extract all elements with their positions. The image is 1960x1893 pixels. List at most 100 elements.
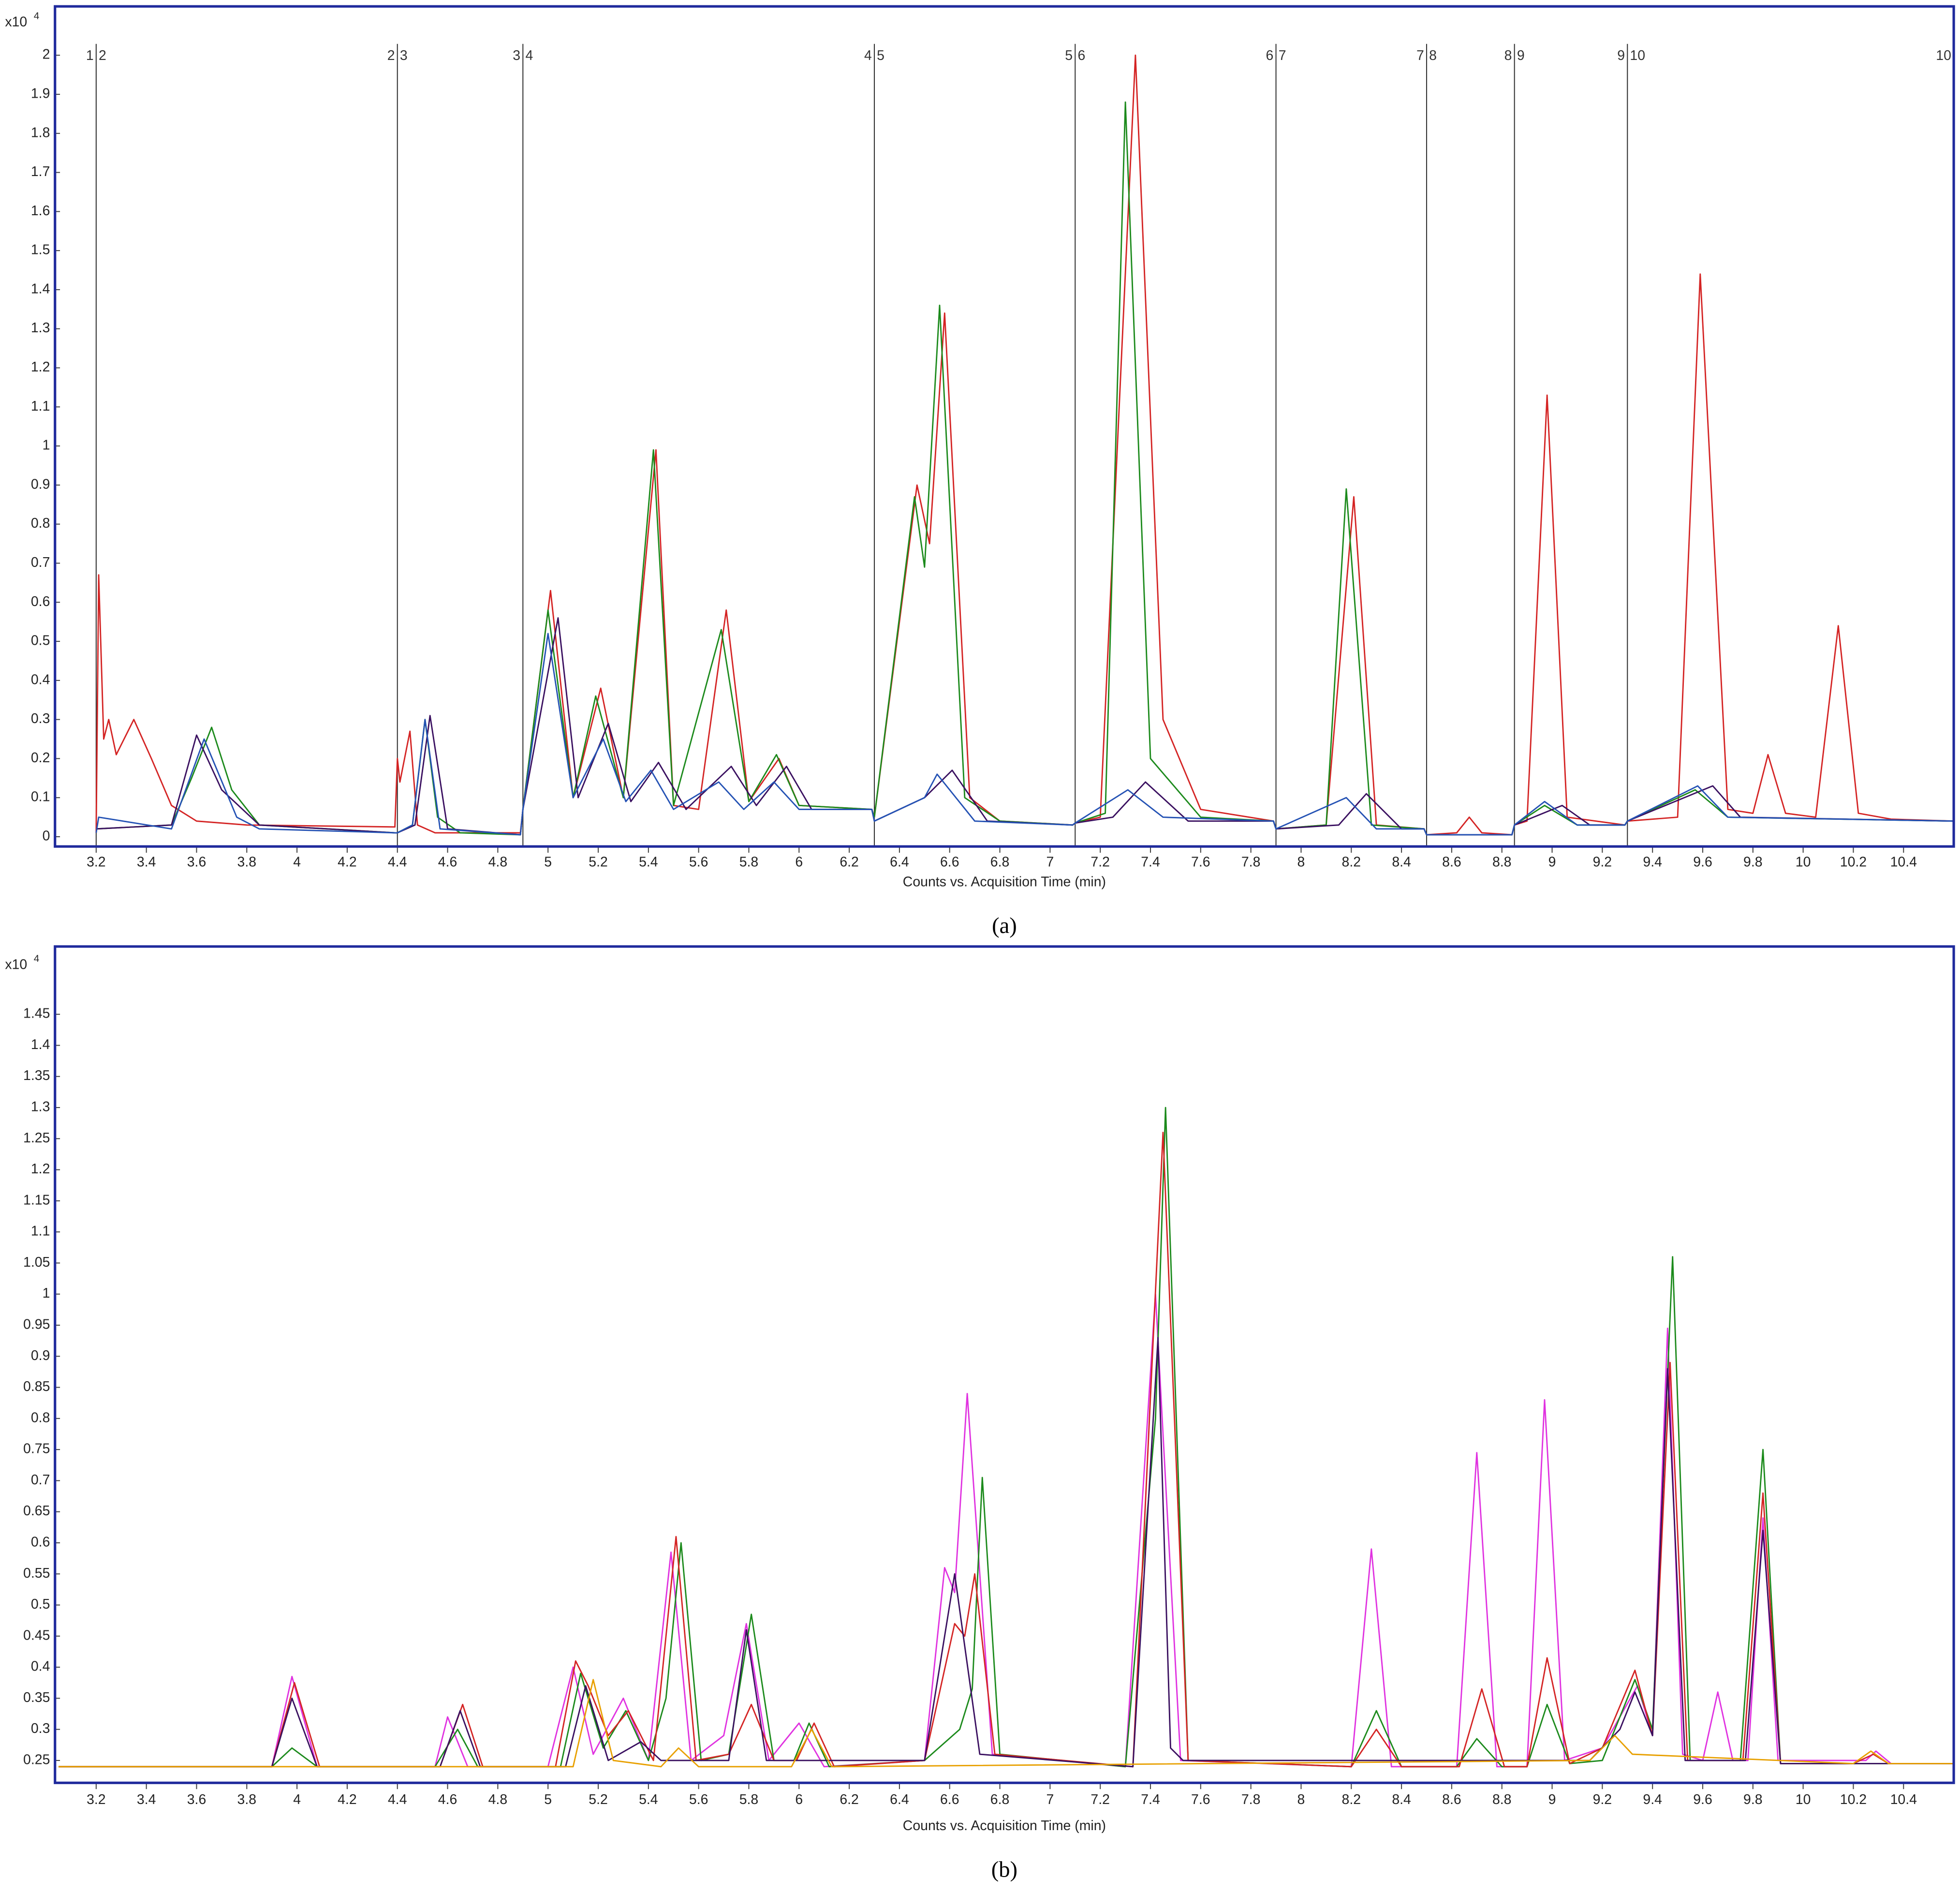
y-tick-label: 2 [43,47,50,62]
y-scale-exponent: 4 [34,10,39,21]
y-tick-label: 0.9 [31,476,50,492]
segment-label: 1 [86,48,94,63]
series-line [58,1107,1954,1768]
segment-label: 2 [387,48,395,63]
series-line [58,1337,1954,1768]
x-tick-label: 9.6 [1693,1792,1712,1807]
x-tick-label: 7.2 [1091,854,1110,870]
y-tick-label: 1.1 [31,1224,50,1239]
y-tick-label: 0.45 [23,1627,50,1643]
y-tick-label: 0.85 [23,1379,50,1394]
segment-label: 9 [1517,48,1525,63]
x-tick-label: 7.4 [1141,854,1160,870]
segment-label: 10 [1630,48,1645,63]
series-line [58,1131,1954,1768]
x-tick-label: 4.6 [438,854,457,870]
x-tick-label: 4.4 [388,1792,407,1807]
y-tick-label: 1.7 [31,164,50,179]
x-tick-label: 9.2 [1593,1792,1612,1807]
y-tick-label: 1.9 [31,86,50,102]
y-tick-label: 0.8 [31,516,50,531]
x-tick-label: 10.4 [1890,854,1917,870]
plot-area [58,1107,1954,1768]
segment-label: 7 [1416,48,1424,63]
panel: 0 0.1 0.2 0.3 0.4 0.5 0.6 0.7 0.8 0.9 1 1.1 1.2 1.3 1.… [5,5,1955,938]
y-tick-label: 1.25 [23,1130,50,1146]
y-tick-label: 0 [43,828,50,844]
y-tick-label: 1.45 [23,1006,50,1021]
y-tick-label: 1.4 [31,1037,50,1052]
x-tick-label: 8.2 [1342,1792,1361,1807]
x-tick-label: 3.2 [87,854,106,870]
x-tick-label: 10 [1796,854,1811,870]
y-tick-label: 1.15 [23,1192,50,1208]
x-tick-label: 9 [1548,854,1556,870]
x-tick-label: 8.8 [1492,1792,1512,1807]
x-tick-label: 6.4 [890,854,909,870]
y-tick-label: 0.3 [31,711,50,726]
x-tick-label: 5.4 [639,854,658,870]
y-tick-label: 1.2 [31,1161,50,1177]
x-tick-label: 3.8 [237,854,257,870]
segment-label: 8 [1429,48,1437,63]
plot-frame [54,945,1955,1784]
x-tick-label: 5 [544,1792,552,1807]
x-tick-label: 8.6 [1442,854,1461,870]
segment-label: 6 [1077,48,1085,63]
caption: (a) [992,914,1017,938]
x-tick-label: 9.4 [1643,854,1662,870]
segment-label: 3 [400,48,408,63]
segment-label: 2 [99,48,106,63]
y-scale-exponent: 4 [34,953,39,964]
segment-label: 5 [877,48,884,63]
y-tick-label: 0.5 [31,633,50,649]
segment-label: 7 [1279,48,1286,63]
x-tick-label: 5.2 [589,854,608,870]
y-tick-label: 1 [43,1286,50,1301]
segment-label: 10 [1936,48,1951,63]
x-tick-label: 3.6 [187,854,206,870]
x-tick-label: 9.6 [1693,854,1712,870]
series-line [96,617,1954,836]
y-tick-label: 0.95 [23,1316,50,1332]
x-tick-label: 8 [1297,854,1305,870]
x-tick-label: 6 [795,854,803,870]
y-tick-label: 0.4 [31,1659,50,1674]
y-tick-label: 1.3 [31,320,50,336]
y-tick-label: 0.8 [31,1410,50,1425]
y-tick-label: 1.05 [23,1255,50,1270]
y-tick-label: 1.8 [31,125,50,140]
x-tick-label: 6.2 [840,1792,859,1807]
x-tick-label: 7 [1046,1792,1054,1807]
x-tick-label: 8.8 [1492,854,1512,870]
x-tick-label: 7.6 [1191,854,1210,870]
y-scale-label: x10 [5,957,27,972]
x-tick-label: 3.4 [137,854,156,870]
x-tick-label: 4.8 [488,1792,508,1807]
y-tick-label: 0.65 [23,1503,50,1519]
caption: (b) [991,1857,1017,1882]
panel: 0.25 0.3 0.35 0.4 0.45 0.5 0.55 0.6 0.65 0.7 0.75 0… [5,945,1955,1882]
x-tick-label: 4.2 [338,1792,357,1807]
x-tick-label: 7 [1046,854,1054,870]
y-tick-label: 1.1 [31,399,50,414]
x-tick-label: 8.2 [1342,854,1361,870]
x-tick-label: 8.6 [1442,1792,1461,1807]
x-tick-label: 4.2 [338,854,357,870]
segment-label: 3 [513,48,520,63]
x-axis-label: Counts vs. Acquisition Time (min) [903,874,1106,890]
x-tick-label: 9.8 [1743,1792,1763,1807]
x-tick-label: 6.6 [940,1792,959,1807]
x-tick-label: 6.8 [990,854,1010,870]
y-tick-label: 0.7 [31,555,50,570]
y-tick-label: 1.6 [31,203,50,219]
y-tick-label: 0.2 [31,750,50,766]
x-tick-label: 5.4 [639,1792,658,1807]
x-tick-label: 9.2 [1593,854,1612,870]
y-tick-label: 0.6 [31,1534,50,1550]
x-tick-label: 9.8 [1743,854,1763,870]
y-tick-label: 0.4 [31,672,50,687]
x-tick-label: 3.6 [187,1792,206,1807]
y-tick-label: 0.75 [23,1441,50,1457]
